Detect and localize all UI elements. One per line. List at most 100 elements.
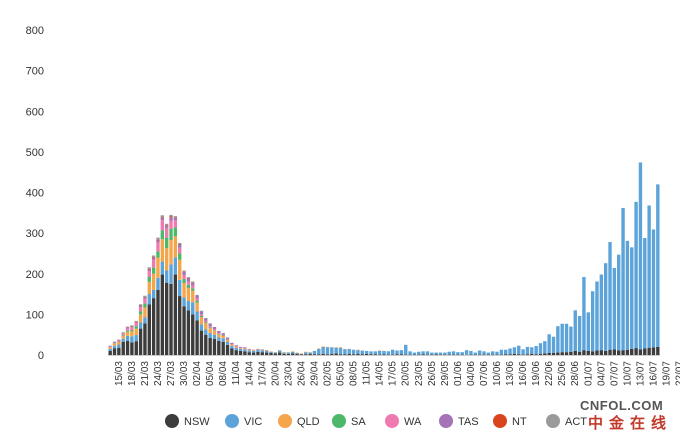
bar-segment-nsw	[243, 351, 247, 355]
bar-segment-vic	[173, 257, 178, 275]
bar-segment-nsw	[438, 354, 443, 356]
bar-segment-nsw	[399, 354, 404, 355]
bar-segment-sa	[160, 230, 165, 240]
bar-segment-act	[121, 332, 125, 333]
bar-segment-nsw	[521, 354, 525, 356]
bar-segment-vic	[504, 349, 508, 355]
bar-segment-nsw	[130, 342, 134, 355]
x-tick-label: 05/04	[205, 361, 216, 386]
bar-segment-nsw	[317, 354, 321, 355]
bar-segment-sa	[178, 253, 182, 260]
bar-segment-qld	[195, 302, 199, 312]
bar-segment-nsw	[534, 354, 538, 355]
bar-segment-nsw	[164, 282, 169, 355]
bar-segment-vic	[295, 352, 299, 354]
bar-segment-nsw	[551, 352, 556, 355]
bar-segment-qld	[221, 335, 225, 339]
legend: NSW VIC QLD SA WA TAS NT ACT	[165, 414, 587, 428]
x-tick-label: 17/05	[388, 361, 399, 386]
bar-segment-nsw	[469, 354, 473, 356]
bar-segment-vic	[464, 350, 469, 356]
bar-segment-act	[130, 325, 134, 327]
bar-segment-qld	[178, 259, 182, 280]
bar-segment-wa	[143, 298, 147, 304]
bar-segment-nsw	[404, 354, 408, 356]
bar-segment-qld	[186, 287, 191, 301]
bar-segment-nsw	[191, 314, 195, 356]
bar-segment-sa	[173, 227, 178, 237]
bar-segment-act	[143, 295, 147, 297]
x-tick-label: 18/03	[127, 361, 138, 386]
bar-segment-nt	[186, 277, 191, 279]
bar-segment-qld	[156, 257, 160, 278]
bar-segment-qld	[238, 348, 243, 349]
bar-segment-vic	[156, 277, 160, 290]
bar-segment-nsw	[560, 352, 564, 355]
bar-segment-sa	[130, 329, 134, 332]
y-tick-label: 500	[26, 147, 44, 159]
bar-segment-sa	[225, 339, 230, 341]
bar-segment-nsw	[382, 354, 386, 355]
bar-segment-vic	[525, 346, 530, 355]
bar-segment-nsw	[291, 353, 295, 356]
bar-segment-nt	[160, 217, 165, 219]
bar-segment-sa	[208, 327, 212, 329]
bar-segment-vic	[347, 348, 351, 354]
bar-segment-sa	[221, 335, 225, 336]
bar-segment-qld	[277, 350, 282, 351]
bar-segment-nsw	[643, 348, 647, 355]
bar-segment-vic	[421, 351, 425, 355]
bar-segment-wa	[173, 220, 178, 228]
bar-segment-vic	[182, 297, 186, 307]
bar-segment-vic	[595, 281, 599, 351]
bar-segment-vic	[117, 344, 121, 348]
bar-segment-act	[112, 341, 117, 343]
x-tick-label: 16/06	[518, 361, 529, 386]
bar-segment-vic	[247, 350, 251, 353]
bar-segment-vic	[169, 264, 173, 284]
bar-segment-qld	[147, 281, 151, 295]
bar-segment-tas	[195, 295, 199, 299]
legend-swatch-nt	[493, 414, 507, 428]
bar-segment-sa	[195, 300, 199, 303]
bar-segment-nsw	[395, 354, 399, 355]
bar-segment-nt	[156, 239, 160, 241]
bar-segment-vic	[556, 326, 560, 353]
bar-segment-wa	[230, 344, 234, 345]
legend-swatch-wa	[385, 414, 399, 428]
x-tick-label: 05/05	[336, 361, 347, 386]
bar-segment-qld	[321, 346, 325, 347]
bar-segment-tas	[217, 331, 221, 334]
bar-segment-vic	[343, 349, 347, 355]
bar-segment-vic	[530, 347, 534, 354]
bar-segment-vic	[373, 351, 377, 355]
bar-segment-sa	[121, 334, 125, 336]
bar-segment-tas	[112, 342, 117, 343]
bar-segment-qld	[317, 348, 321, 349]
bar-segment-qld	[247, 349, 251, 351]
bar-segment-nsw	[151, 298, 156, 356]
x-tick-label: 11/04	[231, 361, 242, 386]
bar-segment-nsw	[499, 354, 504, 356]
bar-segment-tas	[156, 240, 160, 243]
bar-segment-tas	[147, 269, 151, 272]
bar-segment-qld	[377, 350, 382, 352]
bar-segment-vic	[521, 349, 525, 355]
bar-segment-vic	[495, 351, 499, 355]
bar-segment-vic	[304, 352, 308, 355]
bar-segment-tas	[256, 348, 260, 350]
bar-segment-tas	[130, 326, 134, 328]
bar-segment-vic	[456, 352, 460, 355]
bar-segment-tas	[186, 278, 191, 282]
y-tick-label: 800	[26, 25, 44, 37]
bar-segment-tas	[251, 349, 256, 351]
bar-segment-vic	[482, 351, 486, 355]
bar-segment-nsw	[321, 353, 325, 355]
bar-segment-wa	[121, 333, 125, 335]
bar-segment-qld	[182, 283, 186, 298]
bar-segment-nsw	[178, 296, 182, 355]
bar-segment-nt	[130, 326, 134, 327]
bar-segment-tas	[212, 326, 217, 329]
x-tick-label: 02/05	[323, 361, 334, 386]
